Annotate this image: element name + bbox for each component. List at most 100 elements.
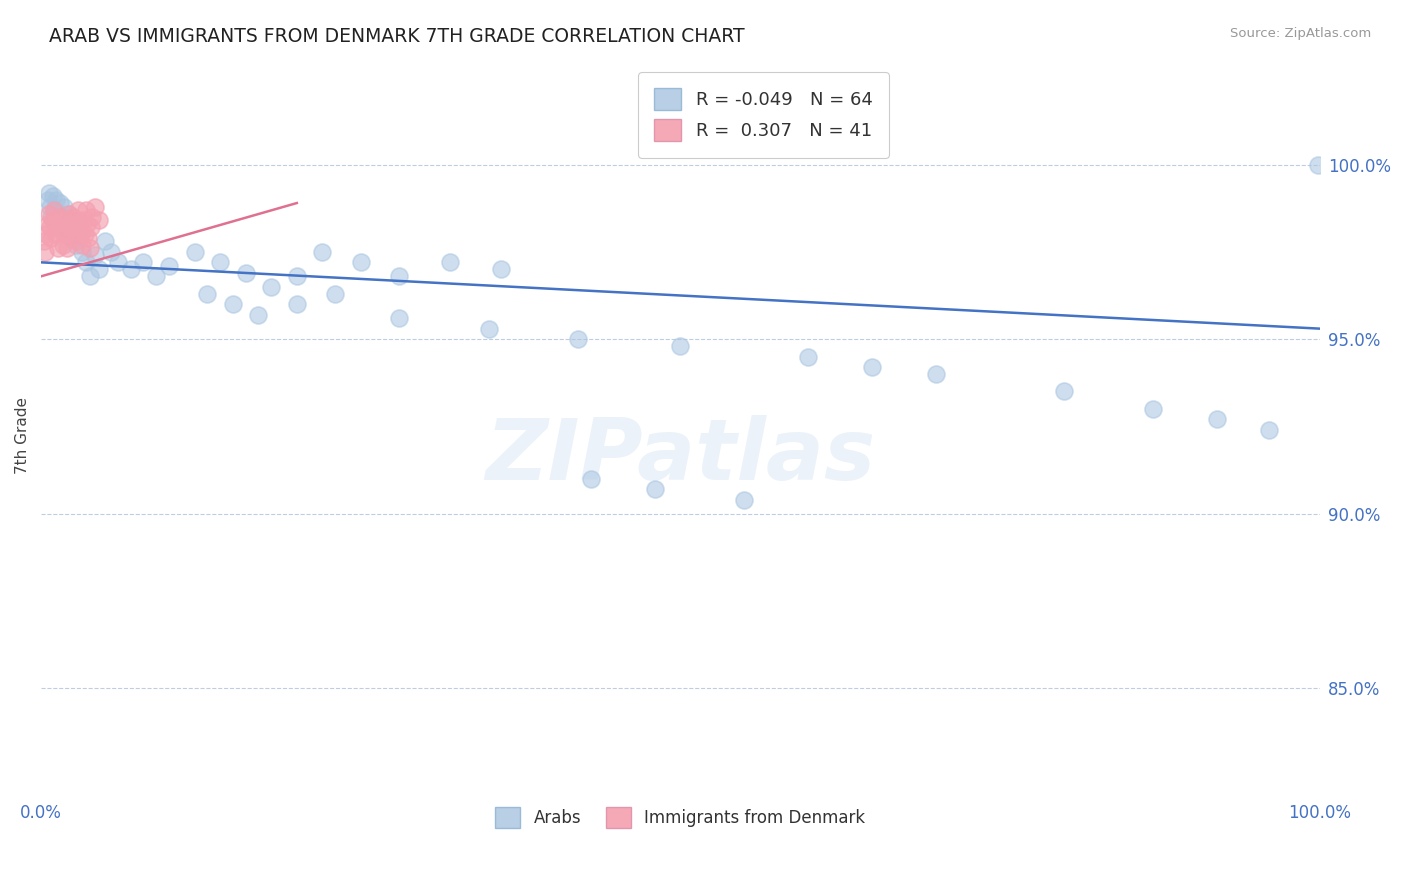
Point: [41, 189, 63, 203]
Point: [94, 235, 117, 249]
Point: [1257, 423, 1279, 437]
Point: [260, 279, 283, 293]
Point: [80, 220, 103, 235]
Point: [69, 227, 91, 242]
Point: [62, 210, 84, 224]
Point: [311, 244, 333, 259]
Point: [69, 217, 91, 231]
Point: [42, 202, 65, 217]
Point: [1053, 384, 1076, 399]
Point: [83, 248, 105, 262]
Point: [45, 227, 67, 242]
Point: [209, 255, 232, 269]
Point: [567, 332, 589, 346]
Point: [76, 217, 98, 231]
Point: [38, 186, 60, 200]
Legend: Arabs, Immigrants from Denmark: Arabs, Immigrants from Denmark: [488, 801, 872, 834]
Point: [388, 311, 411, 326]
Point: [285, 297, 308, 311]
Point: [53, 200, 76, 214]
Point: [579, 472, 602, 486]
Point: [46, 206, 69, 220]
Point: [1142, 401, 1164, 416]
Point: [145, 269, 167, 284]
Point: [53, 213, 76, 227]
Point: [733, 492, 755, 507]
Point: [388, 269, 411, 284]
Point: [195, 286, 218, 301]
Point: [107, 255, 129, 269]
Point: [87, 213, 110, 227]
Point: [72, 213, 94, 227]
Text: Source: ZipAtlas.com: Source: ZipAtlas.com: [1230, 27, 1371, 40]
Point: [58, 220, 80, 235]
Point: [323, 286, 346, 301]
Point: [60, 231, 83, 245]
Point: [67, 202, 90, 217]
Point: [52, 220, 75, 235]
Point: [45, 193, 67, 207]
Point: [79, 269, 101, 284]
Point: [183, 244, 205, 259]
Point: [46, 241, 69, 255]
Point: [70, 244, 93, 259]
Point: [41, 231, 63, 245]
Point: [55, 224, 77, 238]
Point: [39, 220, 62, 235]
Point: [797, 350, 820, 364]
Text: ZIPatlas: ZIPatlas: [485, 415, 876, 498]
Point: [77, 231, 100, 245]
Point: [44, 213, 66, 227]
Point: [52, 238, 75, 252]
Point: [120, 262, 142, 277]
Point: [222, 297, 245, 311]
Point: [49, 196, 72, 211]
Point: [75, 255, 97, 269]
Point: [55, 227, 77, 242]
Point: [157, 259, 180, 273]
Point: [32, 235, 55, 249]
Point: [55, 213, 77, 227]
Point: [75, 202, 97, 217]
Point: [83, 200, 105, 214]
Point: [644, 482, 666, 496]
Point: [350, 255, 373, 269]
Point: [669, 339, 692, 353]
Point: [63, 224, 86, 238]
Point: [59, 213, 82, 227]
Point: [34, 244, 56, 259]
Point: [37, 217, 59, 231]
Text: ARAB VS IMMIGRANTS FROM DENMARK 7TH GRADE CORRELATION CHART: ARAB VS IMMIGRANTS FROM DENMARK 7TH GRAD…: [49, 27, 745, 45]
Point: [73, 227, 96, 242]
Point: [48, 217, 70, 231]
Point: [132, 255, 155, 269]
Point: [65, 238, 87, 252]
Point: [59, 220, 82, 235]
Point: [65, 235, 87, 249]
Point: [56, 206, 79, 220]
Point: [51, 224, 73, 238]
Point: [285, 269, 308, 284]
Point: [49, 210, 72, 224]
Point: [491, 262, 513, 277]
Point: [35, 227, 58, 242]
Point: [66, 213, 89, 227]
Point: [58, 206, 80, 220]
Point: [38, 206, 60, 220]
Point: [70, 238, 93, 252]
Point: [79, 241, 101, 255]
Point: [62, 231, 84, 245]
Point: [55, 241, 77, 255]
Point: [37, 193, 59, 207]
Point: [1308, 158, 1330, 172]
Point: [44, 217, 66, 231]
Point: [69, 227, 91, 242]
Point: [39, 200, 62, 214]
Point: [42, 202, 65, 217]
Point: [1206, 412, 1229, 426]
Point: [100, 244, 122, 259]
Point: [235, 266, 257, 280]
Point: [439, 255, 461, 269]
Point: [82, 210, 104, 224]
Point: [478, 321, 501, 335]
